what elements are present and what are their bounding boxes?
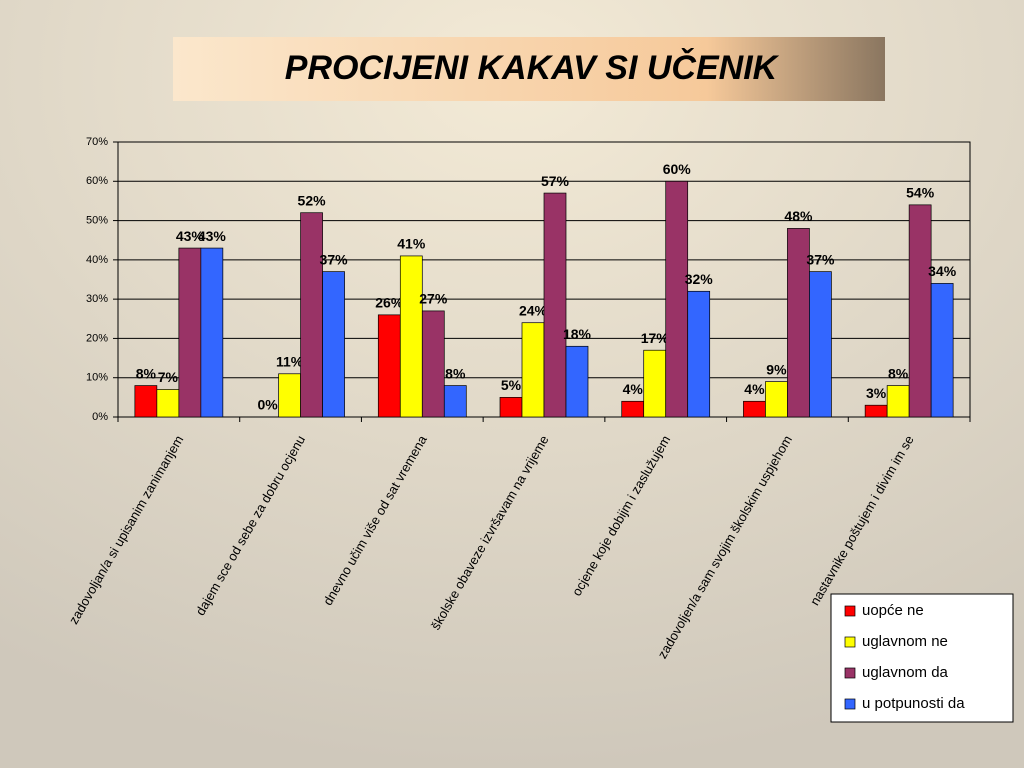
- bar: [499, 397, 523, 418]
- bar: [421, 310, 445, 418]
- value-label: 37%: [320, 251, 349, 267]
- value-label: 34%: [928, 263, 957, 279]
- value-label: 26%: [375, 295, 404, 311]
- bar: [765, 381, 788, 418]
- value-label: 41%: [397, 236, 426, 252]
- bar: [399, 255, 423, 418]
- y-tick-label: 10%: [86, 372, 108, 384]
- bar: [743, 400, 766, 418]
- bar: [621, 400, 645, 418]
- value-label: 5%: [501, 377, 522, 393]
- chart-title: PROCIJENI KAKAV SI UČENIK: [285, 48, 780, 87]
- value-label: 7%: [158, 369, 179, 385]
- value-label: 60%: [663, 161, 692, 177]
- bar: [687, 290, 711, 418]
- legend: [830, 593, 1014, 723]
- value-label: 24%: [519, 302, 548, 318]
- value-label: 4%: [744, 381, 765, 397]
- legend-swatch: [844, 698, 856, 710]
- value-label: 8%: [445, 365, 466, 381]
- y-tick-label: 60%: [86, 175, 108, 187]
- bar: [886, 385, 910, 418]
- bar: [443, 385, 467, 418]
- bar: [521, 322, 545, 418]
- value-label: 57%: [541, 173, 570, 189]
- y-tick-label: 40%: [86, 254, 108, 266]
- title-box: [173, 37, 885, 101]
- bar: [156, 389, 180, 418]
- bar: [643, 349, 667, 418]
- bar: [377, 314, 401, 418]
- y-tick-label: 0%: [92, 411, 108, 423]
- y-tick-label: 30%: [86, 293, 108, 305]
- value-label: 18%: [563, 326, 592, 342]
- legend-label: uopće ne: [862, 602, 924, 619]
- bar: [809, 271, 832, 418]
- y-tick-label: 50%: [86, 214, 108, 226]
- value-label: 8%: [136, 365, 157, 381]
- legend-swatch: [844, 605, 856, 617]
- value-label: 11%: [276, 353, 304, 369]
- bar: [322, 271, 345, 418]
- bar: [278, 373, 301, 418]
- value-label: 8%: [888, 365, 909, 381]
- bar: [543, 192, 567, 418]
- bar: [864, 404, 888, 418]
- value-label: 37%: [806, 251, 835, 267]
- value-label: 0%: [257, 397, 278, 413]
- bar: [565, 345, 589, 418]
- value-label: 4%: [623, 381, 644, 397]
- legend-label: uglavnom ne: [862, 633, 948, 650]
- legend-swatch: [844, 667, 856, 679]
- value-label: 32%: [685, 271, 714, 287]
- value-label: 3%: [866, 385, 887, 401]
- y-tick-label: 20%: [86, 332, 108, 344]
- value-label: 27%: [419, 291, 448, 307]
- bar: [665, 180, 689, 418]
- value-label: 43%: [198, 228, 227, 244]
- value-label: 54%: [906, 185, 935, 201]
- value-label: 52%: [298, 192, 327, 208]
- value-label: 43%: [176, 228, 205, 244]
- legend-label: u potpunosti da: [862, 695, 965, 712]
- bar: [930, 283, 954, 418]
- bar: [908, 204, 932, 418]
- value-label: 17%: [641, 330, 670, 346]
- bar: [178, 247, 202, 418]
- legend-label: uglavnom da: [862, 664, 949, 681]
- bar: [134, 385, 158, 418]
- value-label: 9%: [766, 361, 787, 377]
- value-label: 48%: [784, 208, 813, 224]
- y-tick-label: 70%: [86, 136, 108, 148]
- legend-swatch: [844, 636, 856, 648]
- bar: [200, 247, 224, 418]
- bar: [300, 212, 323, 418]
